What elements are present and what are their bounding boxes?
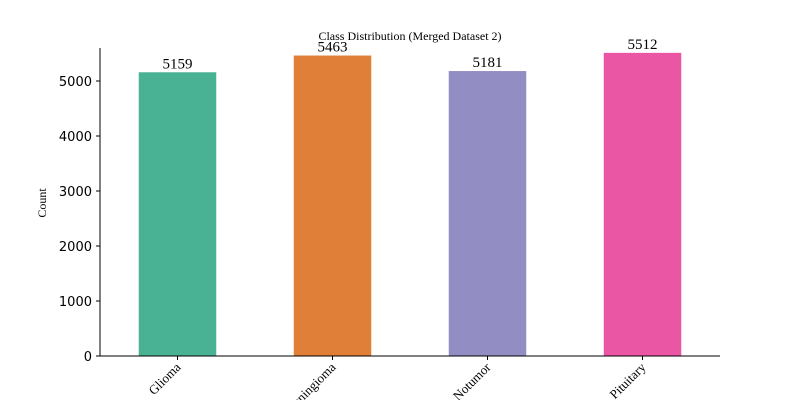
bar — [448, 71, 527, 357]
chart-title: Class Distribution (Merged Dataset 2) — [318, 29, 501, 43]
value-label: 5463 — [318, 40, 348, 56]
value-label: 5181 — [473, 55, 503, 71]
y-tick-label: 4000 — [59, 130, 92, 145]
y-tick-label: 0 — [84, 350, 92, 365]
x-tick-label: Notumor — [450, 359, 494, 400]
x-tick-label: Pituitary — [606, 359, 649, 400]
y-tick-label: 2000 — [59, 240, 92, 255]
value-label: 5512 — [628, 37, 658, 53]
bar — [138, 72, 217, 356]
y-tick-label: 5000 — [59, 75, 92, 90]
x-tick-label: Meningioma — [281, 359, 339, 400]
y-tick-label: 1000 — [59, 295, 92, 310]
bar — [293, 55, 372, 356]
x-tick-label: Glioma — [145, 359, 183, 397]
y-tick-label: 3000 — [59, 185, 92, 200]
value-label: 5159 — [163, 56, 193, 72]
y-axis-label: Count — [35, 188, 49, 218]
bar — [603, 52, 682, 357]
